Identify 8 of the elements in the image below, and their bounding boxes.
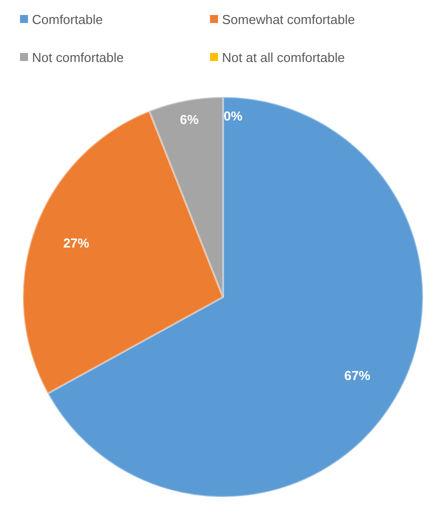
data-label: 6% bbox=[180, 112, 200, 127]
legend-label: Somewhat comfortable bbox=[222, 12, 355, 26]
legend-label: Comfortable bbox=[32, 12, 103, 26]
data-label: 67% bbox=[344, 368, 371, 383]
text: 0% bbox=[224, 108, 242, 124]
legend-label: Not comfortable bbox=[32, 50, 124, 64]
legend-label: Not at all comfortable bbox=[222, 50, 345, 64]
data-label: 27% bbox=[63, 236, 90, 251]
